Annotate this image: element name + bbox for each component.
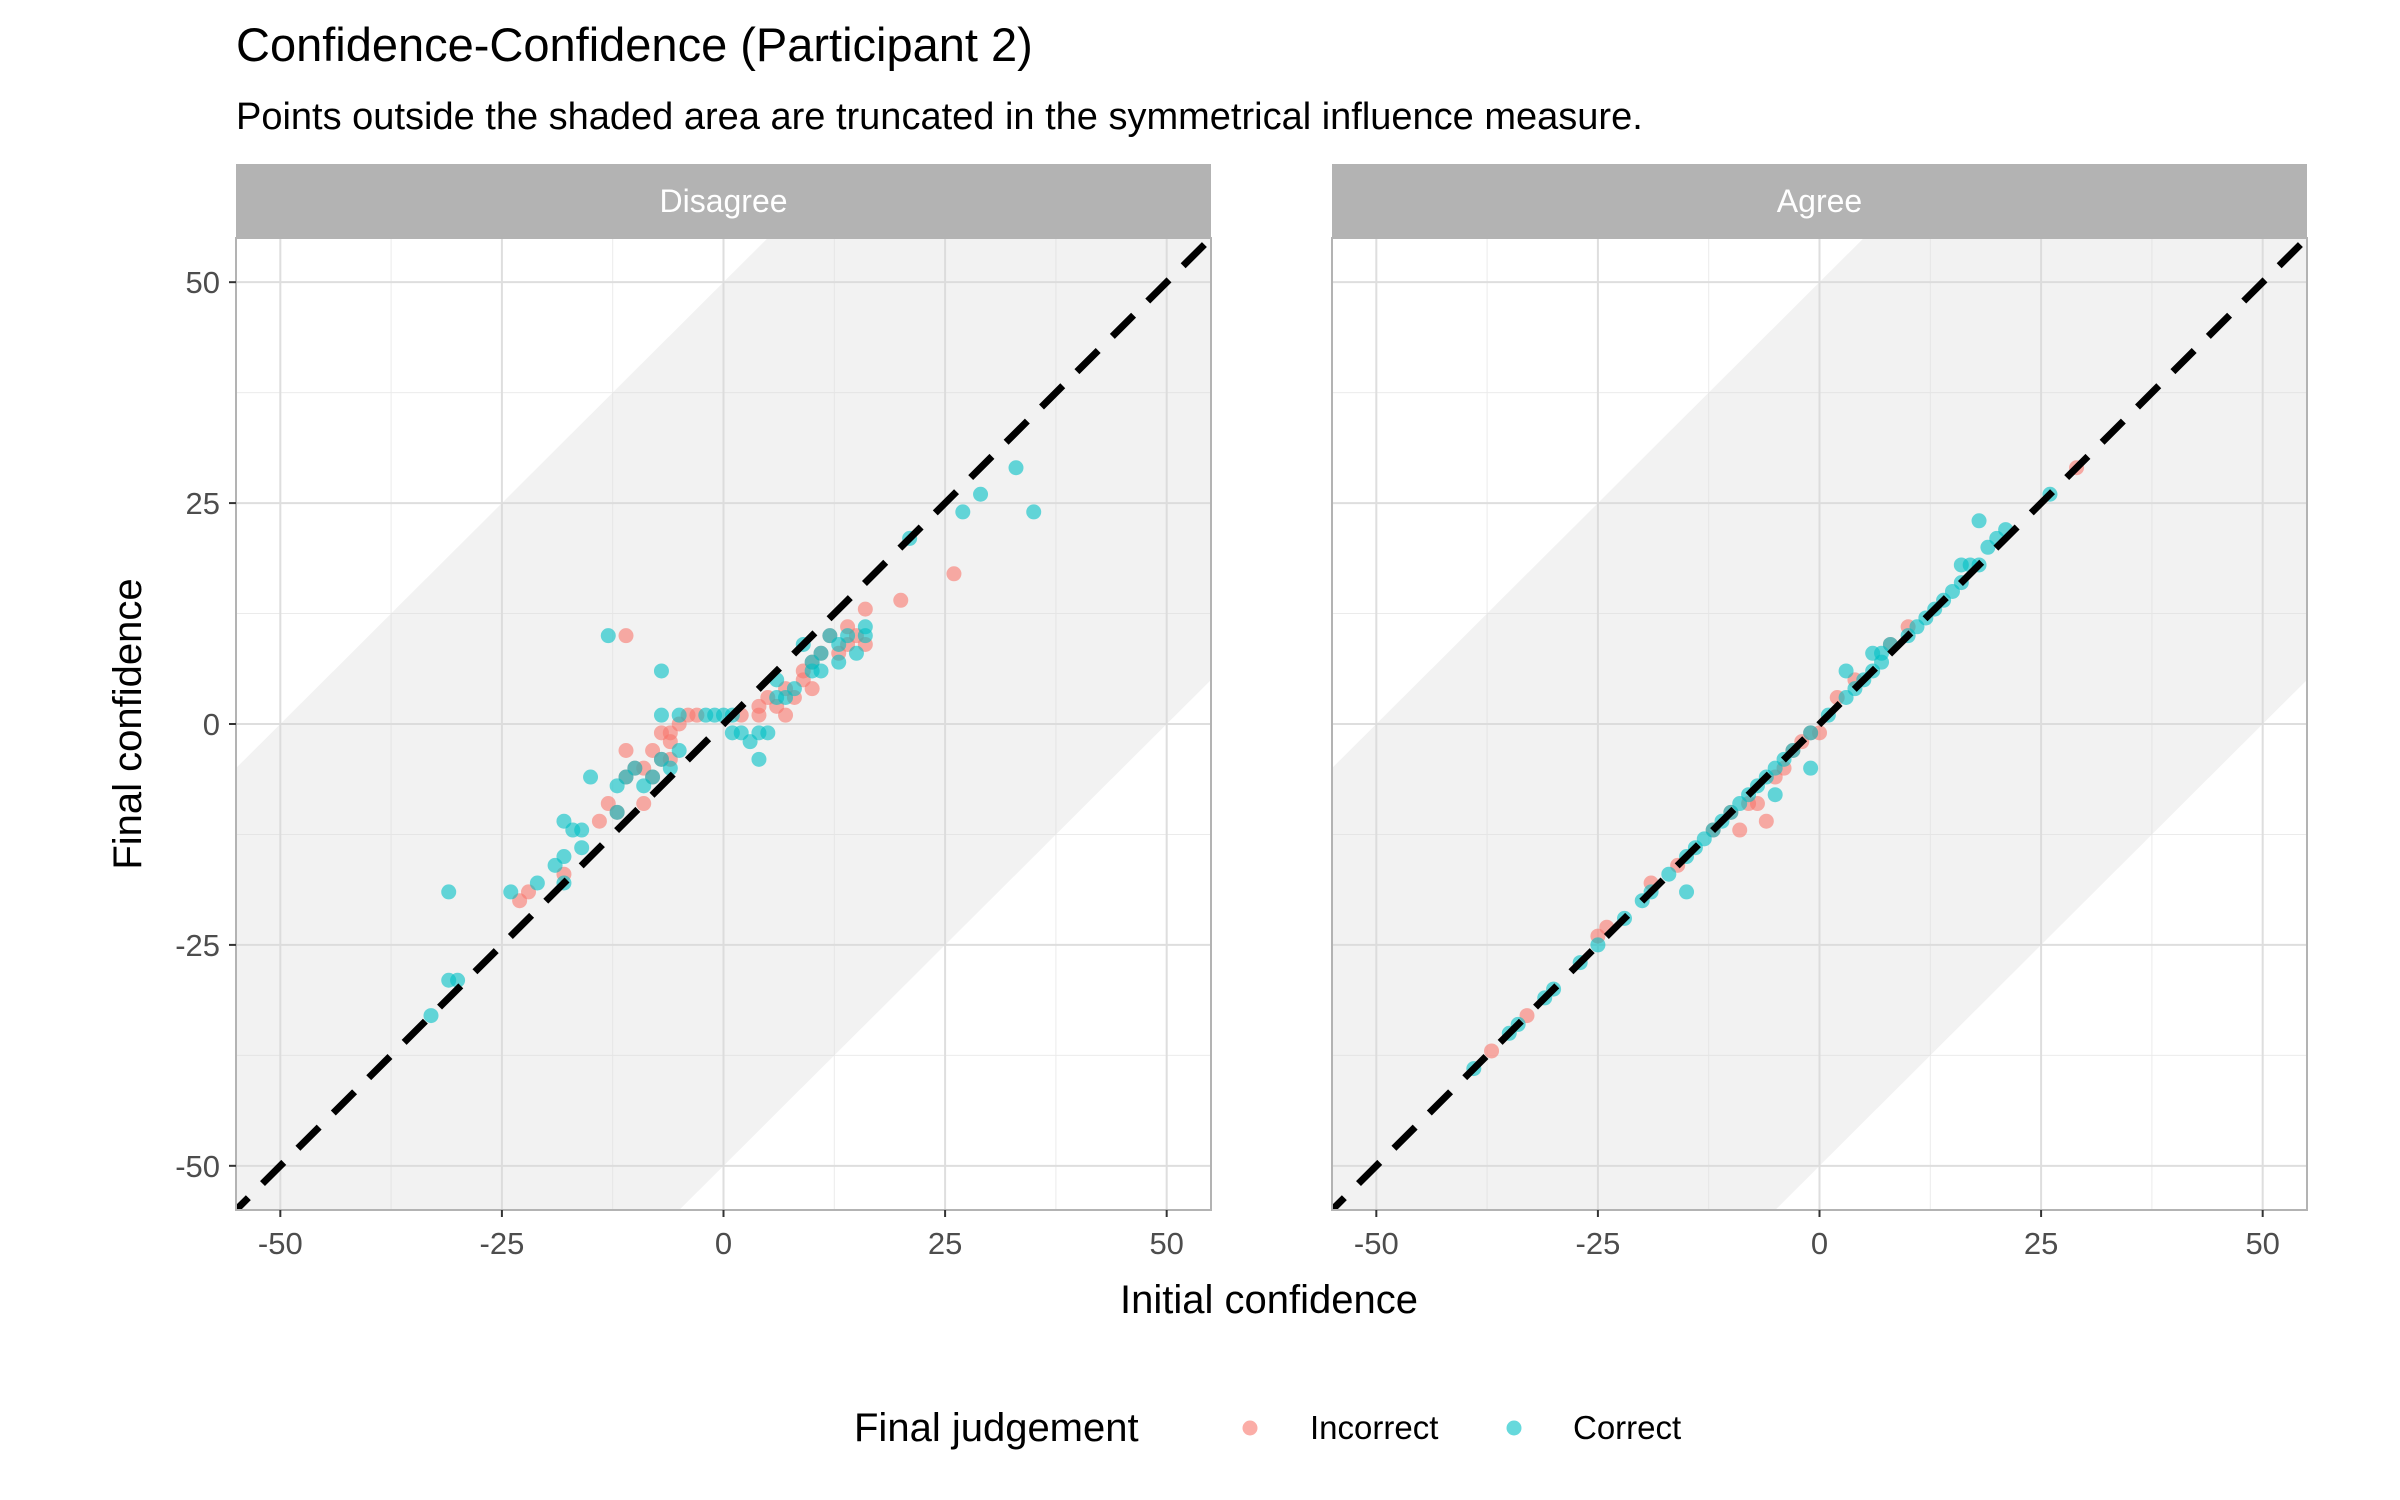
- data-point: [1971, 513, 1987, 529]
- data-point: [1838, 663, 1854, 679]
- data-point: [653, 707, 669, 723]
- data-point: [840, 628, 856, 644]
- panel-agree: Agree -50 -25 0 25 50: [1331, 164, 2308, 1261]
- x-tick-label: 50: [1149, 1226, 1183, 1261]
- data-point: [423, 1008, 439, 1024]
- chart-title: Confidence-Confidence (Participant 2): [236, 18, 1033, 71]
- data-point: [1803, 760, 1819, 776]
- data-point: [1767, 787, 1783, 803]
- y-tick-label: 50: [186, 265, 220, 300]
- legend-entries: Incorrect Correct: [1242, 1409, 1681, 1446]
- data-point: [848, 645, 864, 661]
- data-point: [751, 751, 767, 767]
- y-tick-label: -25: [175, 928, 220, 963]
- x-tick-label: 25: [928, 1226, 962, 1261]
- x-tick-label: -50: [258, 1226, 303, 1261]
- facet-strip: [1332, 164, 2307, 238]
- chart-subtitle: Points outside the shaded area are trunc…: [236, 96, 1643, 138]
- data-point: [645, 769, 661, 785]
- data-point: [591, 813, 607, 829]
- data-point: [857, 628, 873, 644]
- data-point: [609, 804, 625, 820]
- y-tick-label: 0: [203, 707, 220, 742]
- data-point: [778, 707, 794, 723]
- data-point: [556, 849, 572, 865]
- legend-label: Correct: [1573, 1409, 1681, 1446]
- x-tick-label: -25: [1576, 1226, 1621, 1261]
- legend-label: Incorrect: [1310, 1409, 1438, 1446]
- data-point: [946, 566, 962, 582]
- legend-key: [1242, 1420, 1258, 1436]
- series-correct: [423, 460, 1042, 1024]
- data-point: [503, 884, 519, 900]
- x-tick-label: 25: [2024, 1226, 2058, 1261]
- data-point: [671, 707, 687, 723]
- reference-line: [236, 238, 1211, 1210]
- facet-strip-label: Disagree: [659, 183, 787, 219]
- y-axis-label: Final confidence: [106, 578, 150, 869]
- data-point: [857, 601, 873, 617]
- facet-strip: [236, 164, 1211, 238]
- data-point: [671, 743, 687, 759]
- data-point: [618, 628, 634, 644]
- data-point: [955, 504, 971, 520]
- data-point: [1661, 866, 1677, 882]
- data-point: [1590, 937, 1606, 953]
- data-point: [441, 884, 457, 900]
- data-point: [893, 592, 909, 608]
- data-point: [813, 663, 829, 679]
- y-tick-label: 25: [186, 486, 220, 521]
- data-point: [1679, 884, 1695, 900]
- x-tick-label: 0: [715, 1226, 732, 1261]
- data-point: [574, 822, 590, 838]
- legend: Final judgement Incorrect Correct: [854, 1406, 1681, 1450]
- data-point: [751, 707, 767, 723]
- data-point: [450, 972, 466, 988]
- data-point: [831, 654, 847, 670]
- data-point: [529, 875, 545, 891]
- data-point: [760, 725, 776, 741]
- legend-key: [1506, 1420, 1522, 1436]
- x-tick-label: 50: [2245, 1226, 2279, 1261]
- data-point: [973, 486, 989, 502]
- y-tick-label: -50: [175, 1149, 220, 1184]
- data-point: [1758, 813, 1774, 829]
- x-tick-label: -50: [1354, 1226, 1399, 1261]
- data-point: [1484, 1043, 1500, 1059]
- data-point: [1026, 504, 1042, 520]
- data-point: [1803, 725, 1819, 741]
- x-tick-label: -25: [480, 1226, 525, 1261]
- legend-title: Final judgement: [854, 1406, 1139, 1450]
- x-axis-label: Initial confidence: [1120, 1278, 1418, 1322]
- legend-entry-correct: Correct: [1506, 1409, 1681, 1446]
- data-point: [574, 840, 590, 856]
- data-point: [627, 760, 643, 776]
- panel-disagree: Disagree -50 -25 0 25 50 -50 -25 0 25 50: [175, 164, 1212, 1261]
- facet-strip-label: Agree: [1777, 183, 1862, 219]
- data-point: [1008, 460, 1024, 476]
- data-point: [1732, 822, 1748, 838]
- data-point: [600, 628, 616, 644]
- panels-layer: Disagree -50 -25 0 25 50 -50 -25 0 25 50 Agree -50 -2…: [175, 164, 2308, 1261]
- data-point: [653, 663, 669, 679]
- legend-entry-incorrect: Incorrect: [1242, 1409, 1438, 1446]
- data-point: [804, 681, 820, 697]
- reference-line: [1332, 238, 2307, 1210]
- data-point: [813, 645, 829, 661]
- data-point: [583, 769, 599, 785]
- data-point: [662, 760, 678, 776]
- data-point: [618, 743, 634, 759]
- data-point: [636, 796, 652, 812]
- data-point: [786, 681, 802, 697]
- x-tick-label: 0: [1811, 1226, 1828, 1261]
